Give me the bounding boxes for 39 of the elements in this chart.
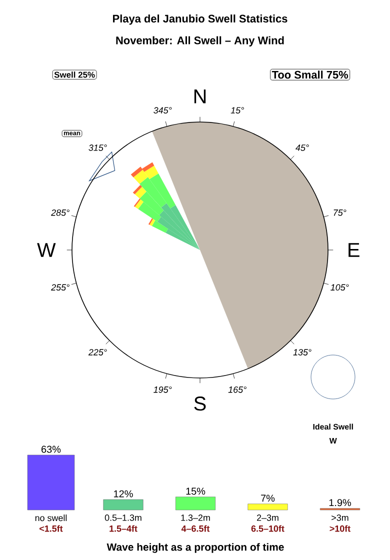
text: 105° bbox=[330, 284, 349, 291]
text: Swell 25% bbox=[54, 72, 95, 78]
text: 285° bbox=[51, 209, 70, 216]
text: E bbox=[348, 243, 360, 257]
x-axis-title: Wave height as a proportion of time bbox=[106, 543, 284, 553]
text: 255° bbox=[51, 284, 70, 291]
text: 45° bbox=[296, 144, 309, 151]
text: 15° bbox=[230, 107, 244, 114]
text: 195° bbox=[154, 386, 172, 393]
data-label: 1.9% bbox=[329, 499, 352, 506]
data-label: 15% bbox=[186, 488, 206, 495]
x-tick-label: no swell bbox=[35, 514, 67, 522]
x-tick-label: 2–3m bbox=[256, 514, 278, 521]
x-tick-label: >3m bbox=[332, 514, 348, 521]
data-label: 7% bbox=[261, 494, 275, 502]
data-label: 12% bbox=[114, 490, 133, 498]
text: >10ft bbox=[330, 525, 350, 532]
text: <1.5ft bbox=[40, 525, 63, 532]
x-tick-label: 1.3–2m bbox=[181, 514, 210, 521]
text: Playa del Janubio Swell Statistics bbox=[113, 14, 288, 25]
text: 135° bbox=[293, 349, 312, 356]
bar bbox=[103, 499, 144, 510]
text: November: All Swell – Any Wind bbox=[116, 36, 284, 46]
x-tick-label: 0.5–1.3m bbox=[104, 514, 142, 521]
text: 345° bbox=[154, 107, 172, 114]
text: Too Small 75% bbox=[272, 70, 348, 79]
text: N bbox=[194, 90, 206, 104]
bar bbox=[248, 504, 288, 510]
text: 225° bbox=[88, 349, 107, 356]
text: 1.5–4ft bbox=[110, 525, 138, 532]
text: 6.5–10ft bbox=[251, 525, 284, 532]
text: S bbox=[194, 396, 206, 411]
text: 315° bbox=[88, 144, 107, 151]
text: W bbox=[37, 243, 56, 257]
data-label: 63% bbox=[42, 446, 61, 453]
text: 4–6.5ft bbox=[181, 525, 210, 532]
bar bbox=[175, 496, 216, 510]
text: 165° bbox=[228, 386, 246, 393]
text: 75° bbox=[334, 209, 346, 216]
